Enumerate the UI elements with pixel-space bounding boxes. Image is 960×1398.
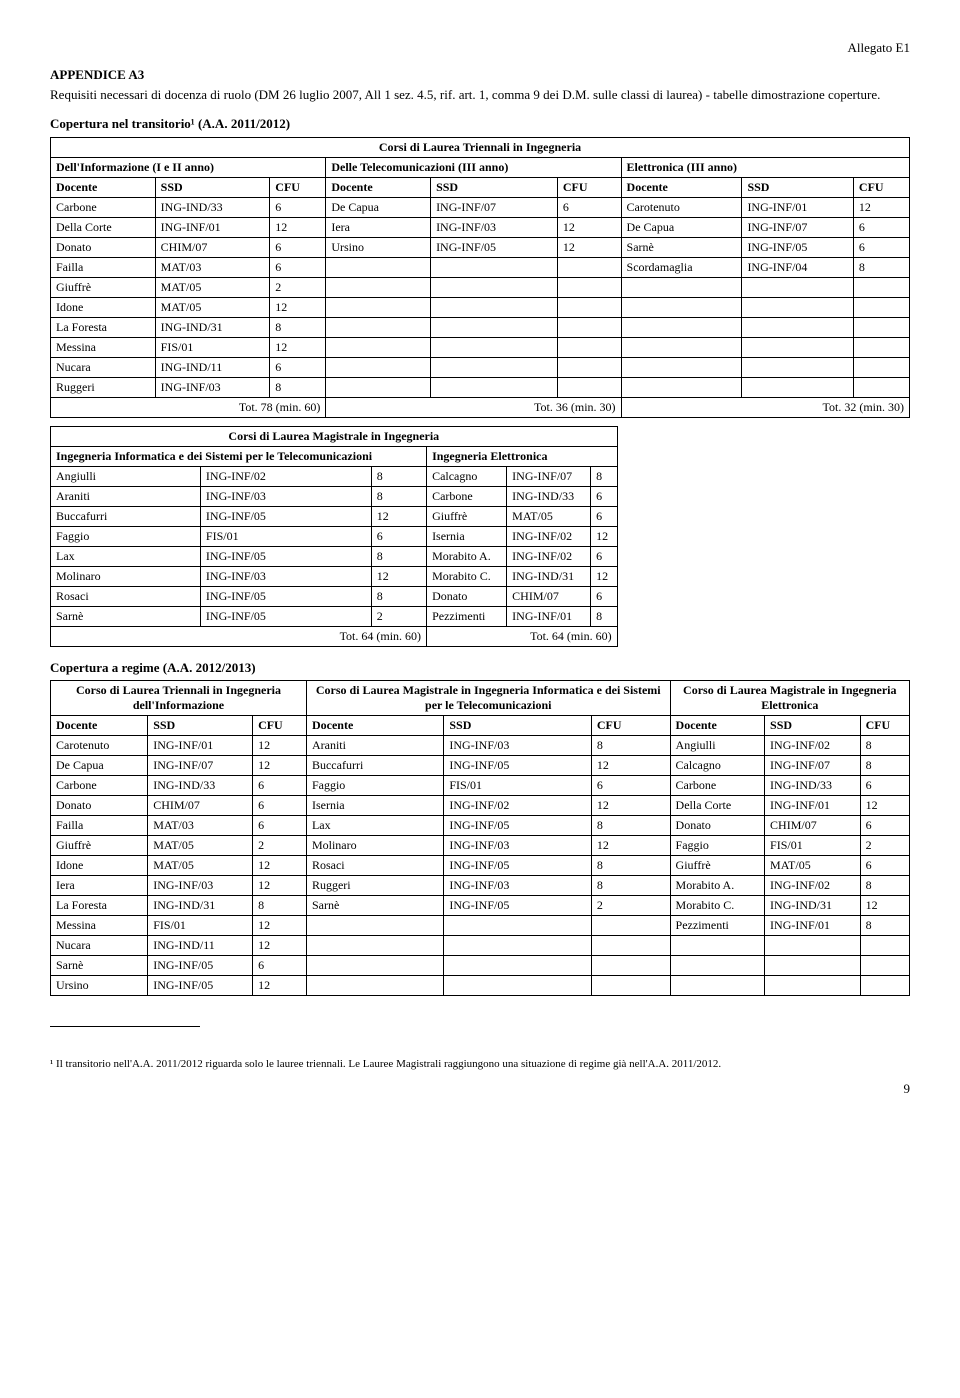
col2-title: Delle Telecomunicazioni (III anno): [326, 157, 621, 177]
table-row: De CapuaING-INF/0712BuccafurriING-INF/05…: [51, 756, 910, 776]
col3-title: Elettronica (III anno): [621, 157, 909, 177]
header-row: Docente SSD CFU Docente SSD CFU Docente …: [51, 177, 910, 197]
table-row: IdoneMAT/0512: [51, 297, 910, 317]
footnote: ¹ Il transitorio nell'A.A. 2011/2012 rig…: [50, 1057, 910, 1071]
table-row: FaggioFIS/016IserniaING-INF/0212: [51, 526, 618, 546]
table-row: MessinaFIS/0112: [51, 337, 910, 357]
table-row: La ForestaING-IND/318: [51, 317, 910, 337]
appendix-title: APPENDICE A3: [50, 66, 910, 84]
table-row: GiuffrèMAT/052: [51, 277, 910, 297]
table-row: DonatoCHIM/076UrsinoING-INF/0512SarnèING…: [51, 237, 910, 257]
reg-col2: Corso di Laurea Magistrale in Ingegneria…: [306, 681, 670, 716]
table-row: AranitiING-INF/038CarboneING-IND/336: [51, 486, 618, 506]
table-row: CarboneING-IND/336FaggioFIS/016CarboneIN…: [51, 776, 910, 796]
table-row: FaillaMAT/036ScordamagliaING-INF/048: [51, 257, 910, 277]
table-row: MessinaFIS/0112PezzimentiING-INF/018: [51, 916, 910, 936]
table-row: SarnèING-INF/056: [51, 956, 910, 976]
table-row: FaillaMAT/036LaxING-INF/058DonatoCHIM/07…: [51, 816, 910, 836]
reg-header-row: Docente SSD CFU Docente SSD CFU Docente …: [51, 716, 910, 736]
table-row: IeraING-INF/0312RuggeriING-INF/038Morabi…: [51, 876, 910, 896]
table-row: AngiulliING-INF/028CalcagnoING-INF/078: [51, 466, 618, 486]
allegato-label: Allegato E1: [50, 40, 910, 56]
reg-col1: Corso di Laurea Triennali in Ingegneria …: [51, 681, 307, 716]
table-regime: Corso di Laurea Triennali in Ingegneria …: [50, 680, 910, 996]
mag-tot-row: Tot. 64 (min. 60) Tot. 64 (min. 60): [51, 626, 618, 646]
col1-title: Dell'Informazione (I e II anno): [51, 157, 326, 177]
page-number: 9: [50, 1081, 910, 1097]
table-row: SarnèING-INF/052PezzimentiING-INF/018: [51, 606, 618, 626]
triennali-header: Corsi di Laurea Triennali in Ingegneria: [51, 137, 910, 157]
table-magistrale: Corsi di Laurea Magistrale in Ingegneria…: [50, 426, 618, 647]
mag-col1: Ingegneria Informatica e dei Sistemi per…: [51, 446, 427, 466]
table-row: NucaraING-IND/1112: [51, 936, 910, 956]
table-row: LaxING-INF/058Morabito A.ING-INF/026: [51, 546, 618, 566]
table-row: NucaraING-IND/116: [51, 357, 910, 377]
table-row: BuccafurriING-INF/0512GiuffrèMAT/056: [51, 506, 618, 526]
magistrale-header: Corsi di Laurea Magistrale in Ingegneria: [51, 426, 618, 446]
transitorio-title: Copertura nel transitorio¹ (A.A. 2011/20…: [50, 115, 910, 133]
table-triennali: Corsi di Laurea Triennali in Ingegneria …: [50, 137, 910, 418]
table-row: RuggeriING-INF/038: [51, 377, 910, 397]
table-row: CarotenutoING-INF/0112AranitiING-INF/038…: [51, 736, 910, 756]
table-row: La ForestaING-IND/318SarnèING-INF/052Mor…: [51, 896, 910, 916]
table-row: CarboneING-IND/336De CapuaING-INF/076Car…: [51, 197, 910, 217]
table-row: MolinaroING-INF/0312Morabito C.ING-IND/3…: [51, 566, 618, 586]
tot-row: Tot. 78 (min. 60) Tot. 36 (min. 30) Tot.…: [51, 397, 910, 417]
reg-col3: Corso di Laurea Magistrale in Ingegneria…: [670, 681, 909, 716]
table-row: UrsinoING-INF/0512: [51, 976, 910, 996]
table-row: RosaciING-INF/058DonatoCHIM/076: [51, 586, 618, 606]
mag-col2: Ingegneria Elettronica: [427, 446, 618, 466]
footnote-separator: [50, 1026, 200, 1027]
table-row: Della CorteING-INF/0112IeraING-INF/0312D…: [51, 217, 910, 237]
table-row: IdoneMAT/0512RosaciING-INF/058GiuffrèMAT…: [51, 856, 910, 876]
regime-title: Copertura a regime (A.A. 2012/2013): [50, 659, 910, 677]
table-row: DonatoCHIM/076IserniaING-INF/0212Della C…: [51, 796, 910, 816]
table-row: GiuffrèMAT/052MolinaroING-INF/0312Faggio…: [51, 836, 910, 856]
subtitle: Requisiti necessari di docenza di ruolo …: [50, 86, 910, 104]
